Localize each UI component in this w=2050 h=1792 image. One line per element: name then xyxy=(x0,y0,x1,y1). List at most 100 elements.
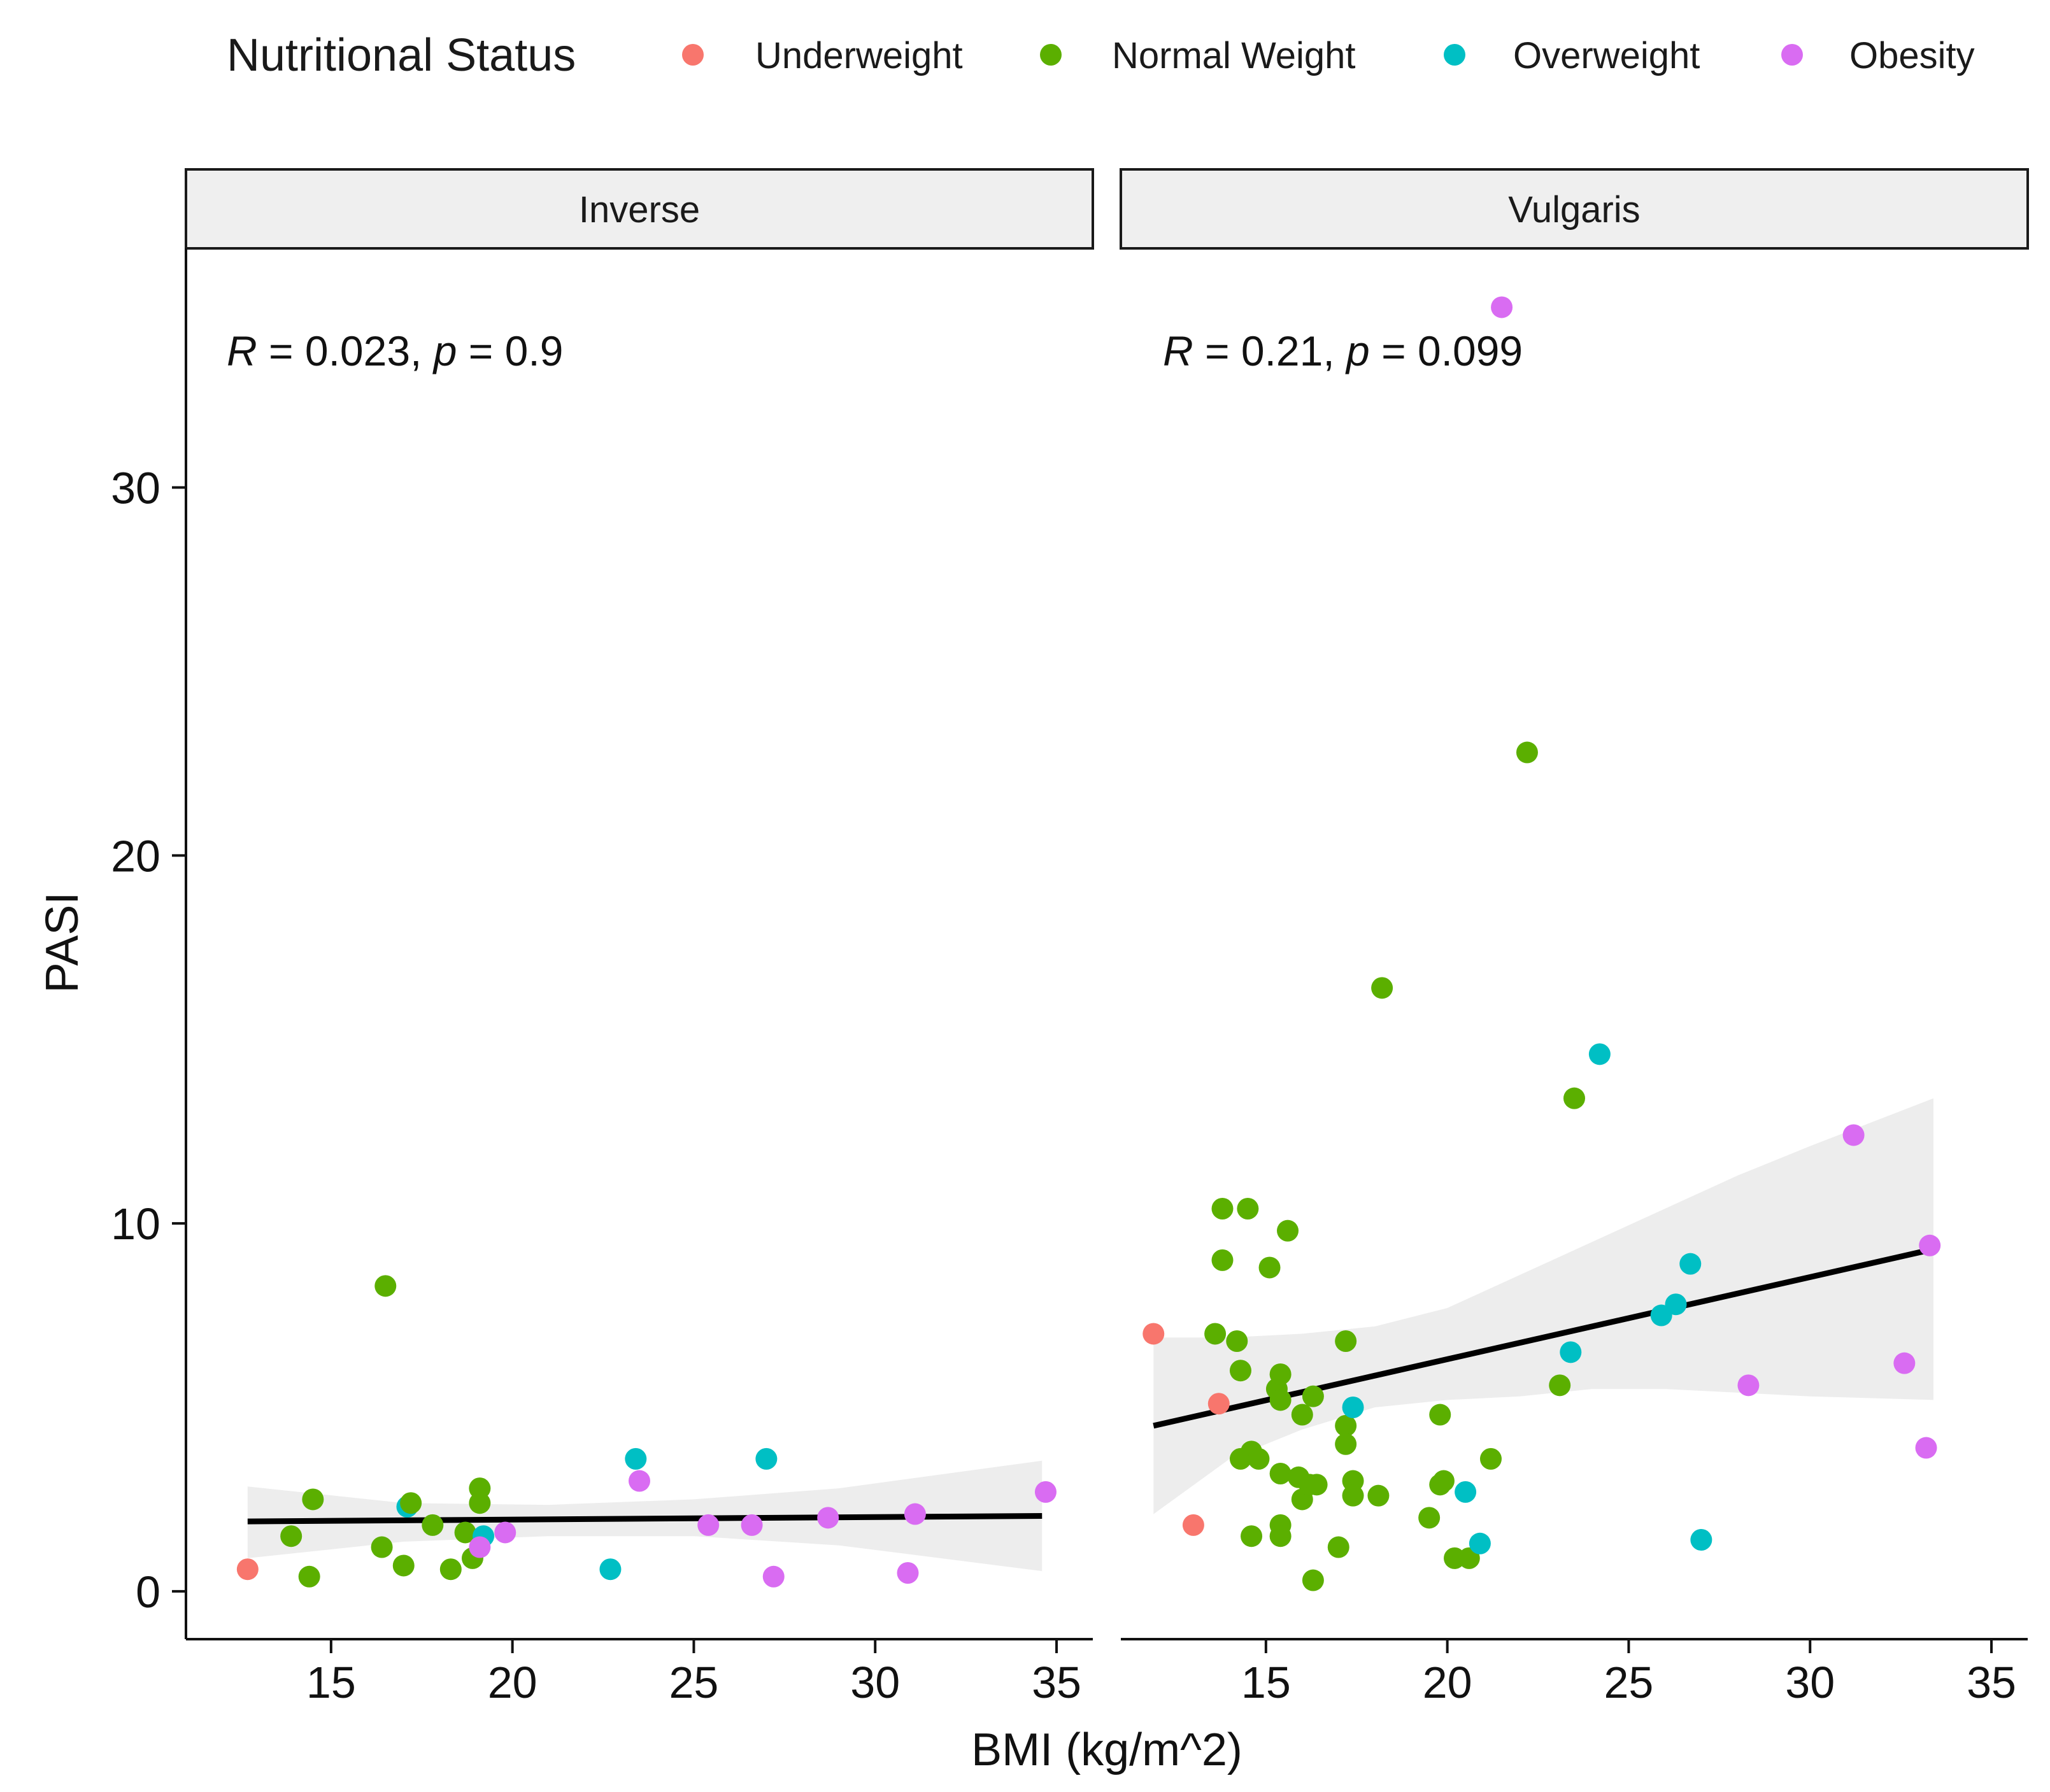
data-point-obesity xyxy=(1915,1437,1937,1459)
data-point-underweight xyxy=(1207,1393,1230,1415)
data-point-normal-weight xyxy=(1258,1256,1281,1279)
y-tick-label: 30 xyxy=(111,464,160,513)
data-point-normal-weight xyxy=(1204,1323,1227,1345)
data-point-obesity xyxy=(1919,1234,1941,1256)
annotation-vulgaris: R = 0.21, p = 0.099 xyxy=(1163,327,1523,374)
data-point-normal-weight xyxy=(1327,1536,1349,1558)
data-point-obesity xyxy=(741,1514,763,1536)
data-point-obesity xyxy=(904,1503,926,1525)
data-point-overweight xyxy=(1588,1043,1611,1065)
data-point-normal-weight xyxy=(1418,1507,1441,1529)
data-point-obesity xyxy=(1034,1481,1057,1503)
data-point-normal-weight xyxy=(1277,1220,1299,1242)
data-point-obesity xyxy=(1893,1352,1916,1374)
data-point-normal-weight xyxy=(1335,1433,1357,1455)
strip-vulgaris xyxy=(1120,168,2029,250)
legend-title: Nutritional Status xyxy=(227,30,576,81)
data-point-normal-weight xyxy=(1302,1569,1324,1591)
annotation-r-value: = 0.023, xyxy=(257,327,434,374)
data-point-normal-weight xyxy=(1241,1525,1263,1547)
x-axis-vulgaris: 15 20 25 30 35 xyxy=(1121,1638,2028,1707)
legend-label-obesity: Obesity xyxy=(1849,35,1975,76)
data-point-normal-weight xyxy=(1302,1385,1324,1407)
data-point-obesity xyxy=(1842,1124,1865,1146)
x-axis-inverse: 15 20 25 30 35 xyxy=(186,1638,1093,1707)
data-point-normal-weight xyxy=(1342,1484,1364,1507)
data-point-normal-weight xyxy=(1306,1474,1328,1496)
x-tick-label: 35 xyxy=(1967,1658,2016,1707)
x-axis-title: BMI (kg/m^2) xyxy=(971,1724,1242,1775)
panel-vulgaris: Vulgaris R = 0.21, p = 0.099 15 20 25 30 35 xyxy=(1120,168,2029,1707)
y-axis-title: PASI xyxy=(37,892,88,993)
ci-band-layer xyxy=(1153,1098,1933,1514)
data-point-normal-weight xyxy=(1549,1374,1571,1397)
data-point-underweight xyxy=(1182,1514,1204,1536)
data-point-normal-weight xyxy=(392,1554,415,1577)
y-tick-label: 20 xyxy=(111,831,160,881)
annotation-p-value: = 0.9 xyxy=(457,327,563,374)
x-tick-label: 20 xyxy=(1423,1658,1472,1707)
data-point-normal-weight xyxy=(1237,1198,1259,1220)
data-point-normal-weight xyxy=(1432,1470,1455,1492)
data-point-obesity xyxy=(817,1507,839,1529)
data-point-overweight xyxy=(625,1447,647,1470)
annotation-p-label: p xyxy=(432,327,457,374)
data-point-normal-weight xyxy=(298,1565,320,1588)
panel-inverse: Inverse R = 0.023, p = 0.9 15 20 25 30 35 xyxy=(185,168,1094,1707)
x-tick-label: 30 xyxy=(1785,1658,1835,1707)
data-point-obesity xyxy=(762,1565,785,1588)
data-point-normal-weight xyxy=(280,1525,303,1547)
data-point-normal-weight xyxy=(400,1492,422,1514)
data-point-normal-weight xyxy=(1229,1360,1251,1382)
data-point-overweight xyxy=(755,1447,778,1470)
legend: Nutritional Status Underweight Normal Wei… xyxy=(227,30,1975,81)
data-point-normal-weight xyxy=(1211,1249,1234,1271)
annotation-r-label: R xyxy=(227,327,257,374)
data-point-normal-weight xyxy=(469,1492,491,1514)
data-point-overweight xyxy=(1455,1481,1477,1503)
data-point-obesity xyxy=(494,1521,516,1544)
x-tick-label: 15 xyxy=(306,1658,356,1707)
strip-label-inverse: Inverse xyxy=(579,189,700,231)
y-axis: 0 10 20 30 xyxy=(111,248,187,1639)
data-point-overweight xyxy=(1690,1529,1712,1551)
legend-label-overweight: Overweight xyxy=(1513,35,1700,76)
data-point-normal-weight xyxy=(1269,1463,1292,1484)
x-tick-label: 35 xyxy=(1032,1658,1081,1707)
data-point-normal-weight xyxy=(1248,1447,1270,1470)
legend-key-overweight xyxy=(1444,44,1465,66)
data-point-normal-weight xyxy=(371,1536,393,1558)
data-point-normal-weight xyxy=(1429,1404,1451,1426)
x-tick-label: 20 xyxy=(488,1658,537,1707)
x-tick-label: 25 xyxy=(669,1658,719,1707)
data-point-obesity xyxy=(897,1562,919,1584)
data-point-normal-weight xyxy=(1211,1198,1234,1220)
data-point-overweight xyxy=(1665,1293,1687,1316)
data-point-obesity xyxy=(1491,296,1513,318)
data-point-obesity xyxy=(629,1470,650,1492)
points-layer xyxy=(1142,296,1941,1591)
data-point-obesity xyxy=(697,1514,720,1536)
legend-label-underweight: Underweight xyxy=(755,35,963,76)
data-point-normal-weight xyxy=(1269,1389,1292,1411)
data-point-obesity xyxy=(1737,1374,1760,1397)
data-point-underweight xyxy=(1142,1323,1165,1345)
data-point-normal-weight xyxy=(1269,1363,1292,1385)
data-point-normal-weight xyxy=(1371,977,1393,999)
data-point-normal-weight xyxy=(302,1488,324,1511)
annotation-inverse: R = 0.023, p = 0.9 xyxy=(227,327,563,374)
x-tick-label: 15 xyxy=(1241,1658,1291,1707)
data-point-overweight xyxy=(1342,1397,1364,1418)
data-point-overweight xyxy=(599,1558,622,1581)
data-point-normal-weight xyxy=(374,1275,397,1297)
legend-key-obesity xyxy=(1781,44,1803,66)
data-point-normal-weight xyxy=(439,1558,462,1581)
x-tick-label: 30 xyxy=(850,1658,900,1707)
data-point-normal-weight xyxy=(1335,1414,1357,1437)
data-point-overweight xyxy=(1679,1253,1702,1275)
confidence-band xyxy=(1153,1098,1933,1514)
legend-entries: Underweight Normal Weight Overweight Obesit… xyxy=(682,35,1975,76)
annotation-p-value: = 0.099 xyxy=(1370,327,1523,374)
legend-label-normal-weight: Normal Weight xyxy=(1112,35,1356,76)
